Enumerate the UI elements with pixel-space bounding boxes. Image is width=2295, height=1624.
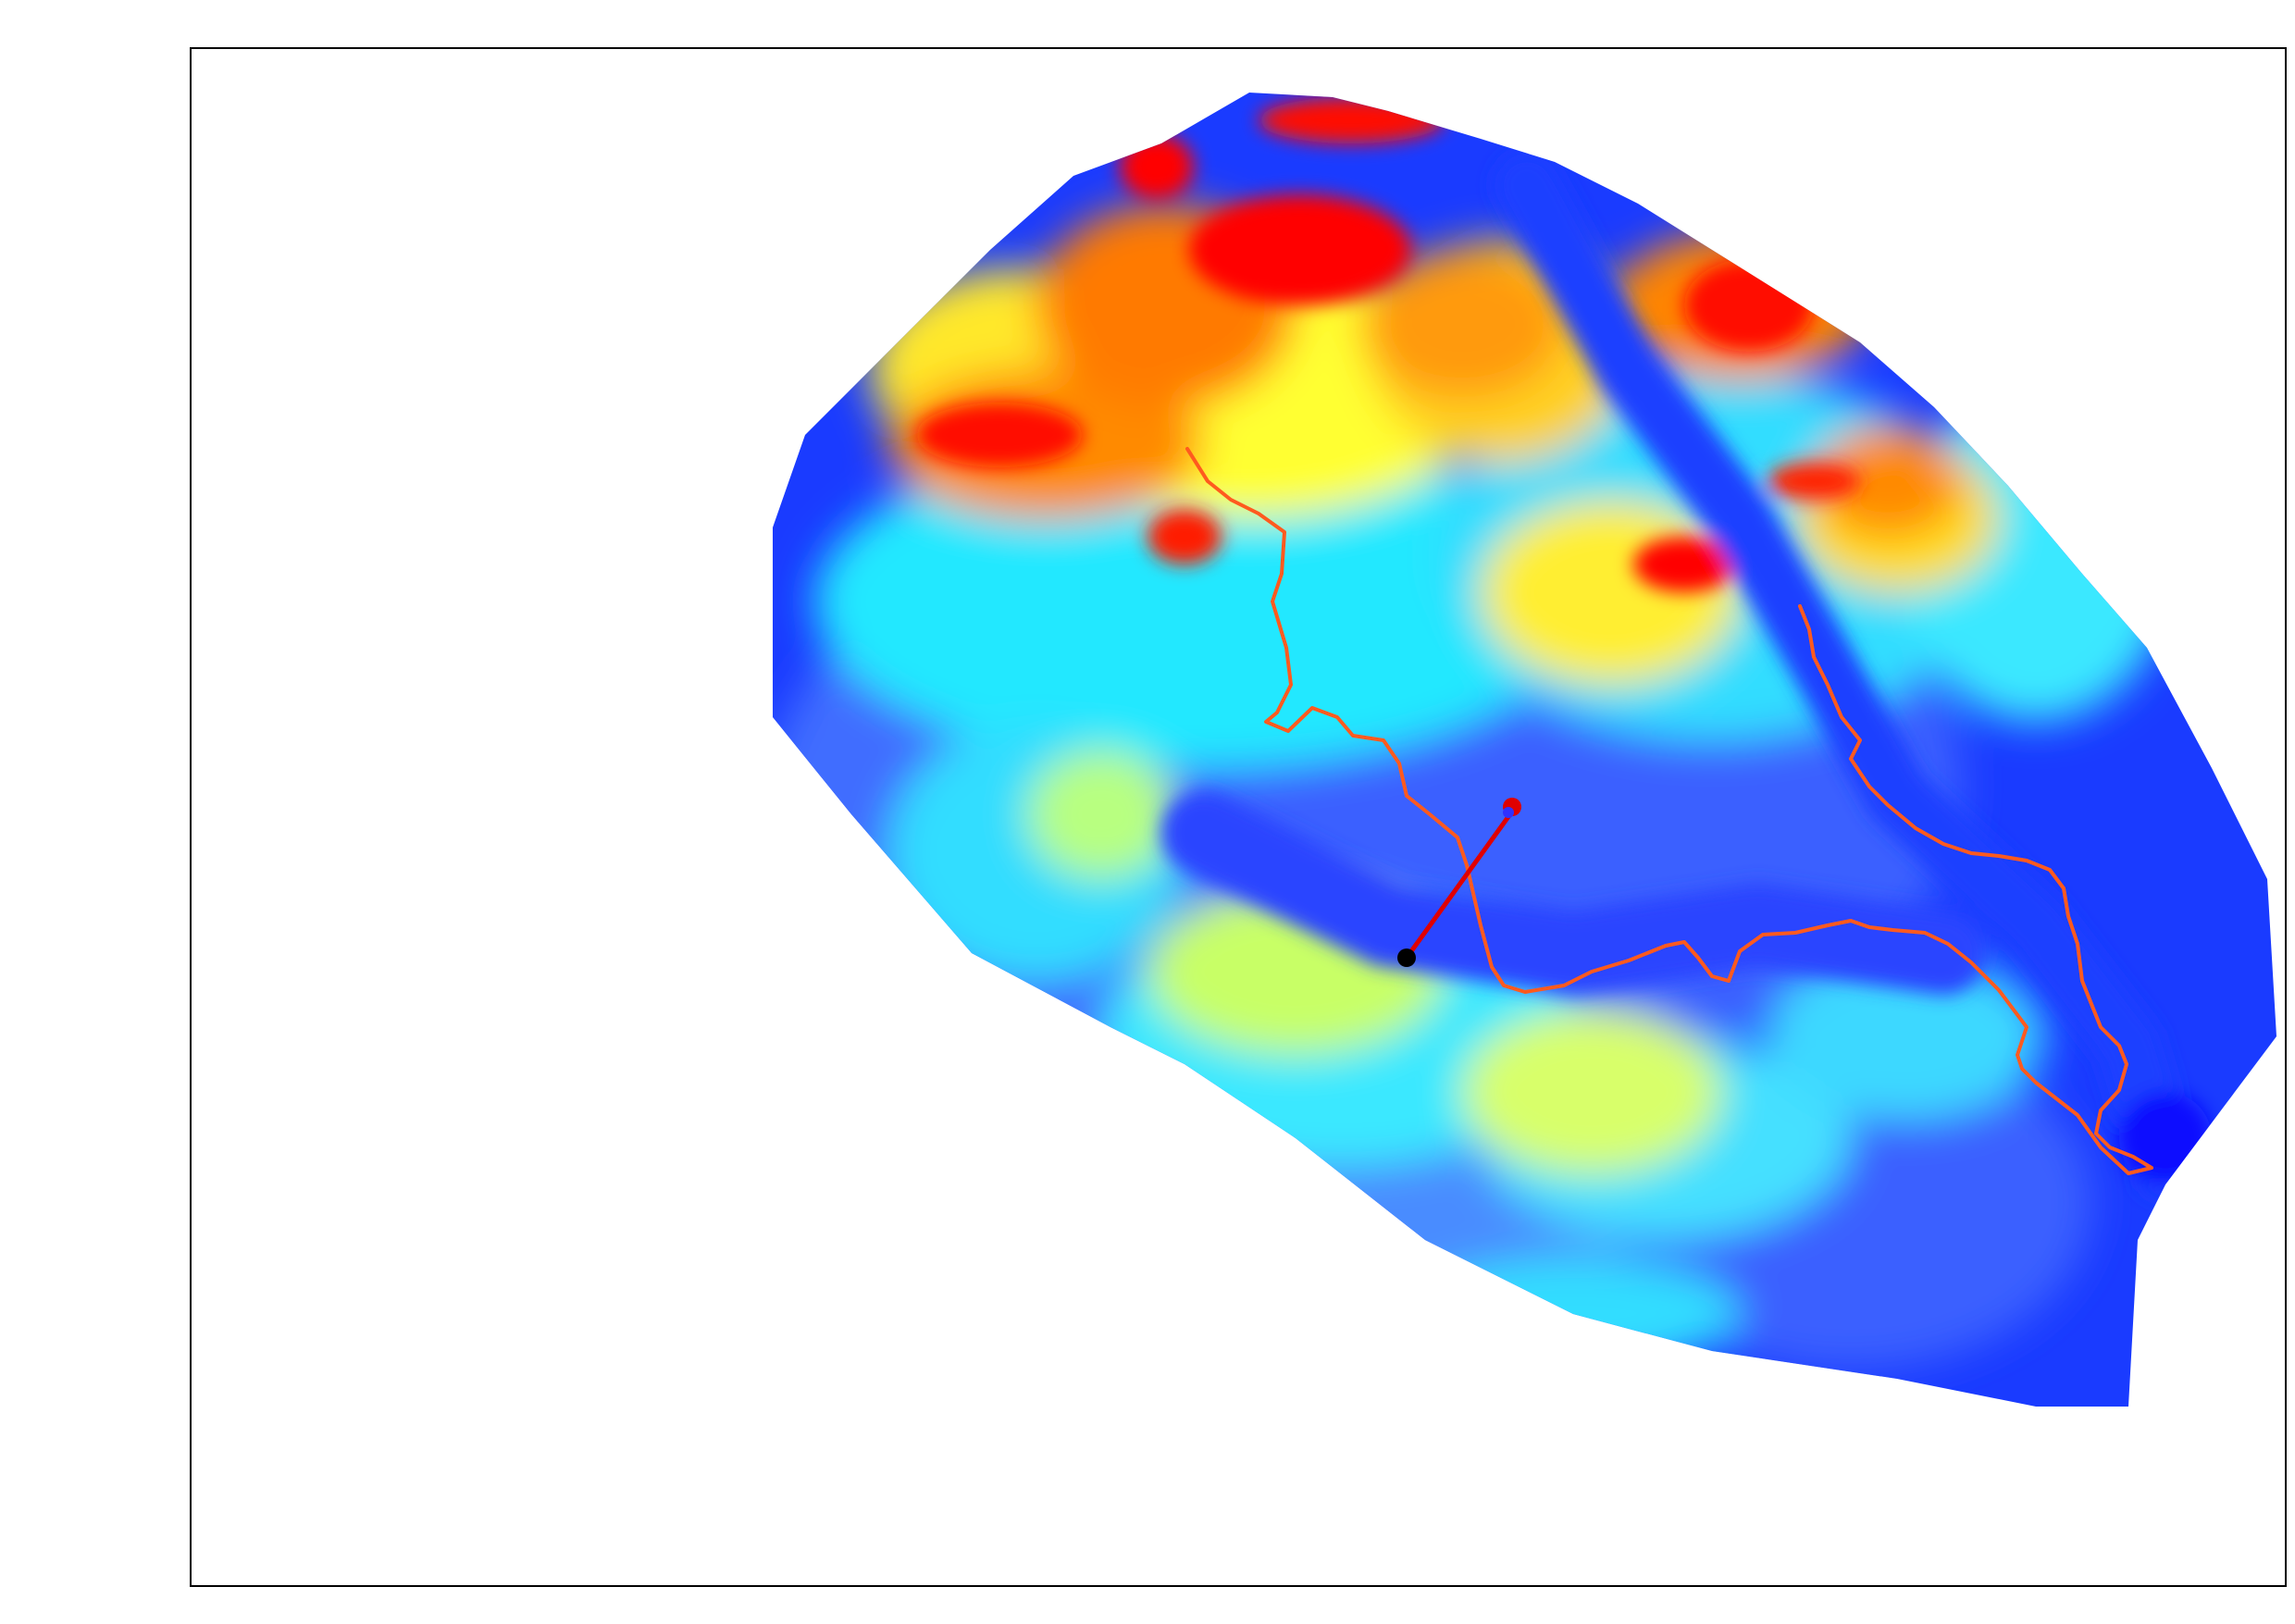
transect-end-point-marker xyxy=(1503,807,1514,818)
river-line xyxy=(1185,447,2153,1175)
elevation-raster xyxy=(773,93,2276,1407)
plot-frame xyxy=(190,47,2287,1587)
transect-start-point xyxy=(1397,948,1416,967)
transect-line xyxy=(1404,809,1515,961)
